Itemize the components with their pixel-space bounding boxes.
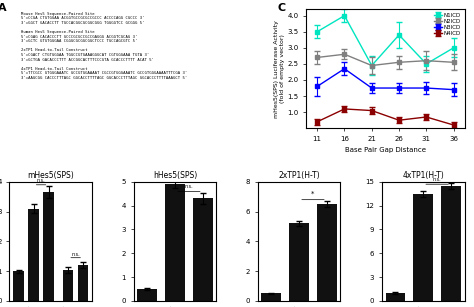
Text: Mouse Hes5 Sequence-Paired Site
5'=CCGA CTGTGGAA ACGGTGCCGCGCCGCCC ACCCCAGG CGCC: Mouse Hes5 Sequence-Paired Site 5'=CCGA …	[21, 12, 188, 80]
Bar	[262, 293, 281, 301]
Bar	[385, 293, 405, 301]
Legend: N1ICD, N2ICD, N3ICD, N4ICD: N1ICD, N2ICD, N3ICD, N4ICD	[432, 10, 464, 38]
Bar	[193, 199, 212, 301]
Bar	[13, 271, 24, 301]
Bar	[28, 208, 39, 301]
Bar	[137, 289, 157, 301]
Text: n.s.: n.s.	[184, 184, 193, 189]
Title: 4xTP1(H-T): 4xTP1(H-T)	[402, 171, 444, 180]
Title: mHes5(SPS): mHes5(SPS)	[27, 171, 74, 180]
Text: C: C	[278, 3, 286, 13]
Text: n.s.: n.s.	[37, 178, 46, 183]
Bar	[317, 204, 337, 301]
Text: *: *	[311, 191, 315, 197]
Title: hHes5(SPS): hHes5(SPS)	[153, 171, 197, 180]
Title: 2xTP1(H-T): 2xTP1(H-T)	[278, 171, 320, 180]
Y-axis label: mHes5(SPS) Luciferase Activity
(fold of empty vector): mHes5(SPS) Luciferase Activity (fold of …	[274, 20, 284, 118]
Text: A: A	[0, 3, 6, 13]
X-axis label: Base Pair Gap Distance: Base Pair Gap Distance	[345, 147, 426, 154]
Bar	[413, 194, 433, 301]
Bar	[63, 270, 73, 301]
Text: n.s.: n.s.	[72, 252, 80, 257]
Bar	[441, 186, 461, 301]
Bar	[165, 184, 185, 301]
Bar	[289, 223, 309, 301]
Bar	[43, 192, 54, 301]
Bar	[78, 265, 89, 301]
Text: n.s.: n.s.	[433, 177, 441, 182]
